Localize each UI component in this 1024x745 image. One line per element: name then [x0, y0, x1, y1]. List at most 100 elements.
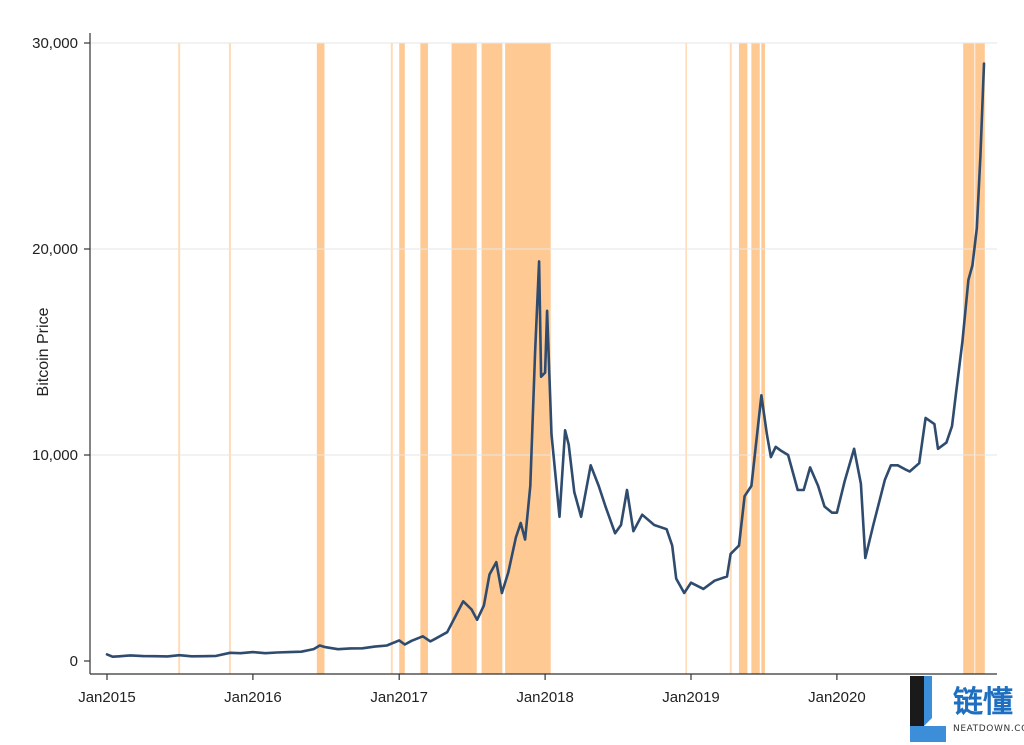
- series-point-111: [976, 227, 978, 229]
- series-point-71: [702, 588, 704, 590]
- series-point-95: [872, 524, 874, 526]
- logo-l-shape: [910, 676, 924, 742]
- series-point-27: [404, 643, 406, 646]
- series-point-4: [142, 655, 144, 657]
- series-point-25: [386, 644, 388, 647]
- watermark-logo: [910, 676, 946, 742]
- series-point-46: [534, 351, 536, 353]
- series-point-84: [797, 489, 799, 491]
- series-point-83: [787, 454, 789, 456]
- series-point-77: [750, 485, 752, 487]
- series-point-57: [590, 464, 592, 466]
- highlight-band-3: [390, 43, 393, 674]
- series-point-89: [831, 512, 833, 514]
- series-point-102: [925, 417, 927, 419]
- series-point-52: [558, 516, 561, 518]
- series-point-65: [653, 524, 655, 526]
- series-point-67: [671, 545, 673, 547]
- x-tick-label-4: Jan2019: [662, 689, 720, 706]
- series-point-79: [766, 433, 768, 435]
- series-point-42: [515, 536, 517, 539]
- highlight-band-12: [751, 43, 760, 674]
- series-point-56: [580, 516, 582, 518]
- series-point-32: [446, 631, 448, 633]
- series-point-91: [843, 481, 846, 483]
- series-point-58: [598, 485, 600, 487]
- series-point-85: [803, 489, 805, 491]
- series-point-26: [398, 639, 400, 642]
- series-point-40: [501, 592, 503, 594]
- series-point-97: [890, 464, 892, 466]
- series-point-6: [166, 655, 168, 657]
- series-point-34: [462, 600, 464, 602]
- logo-l-blue: [910, 726, 946, 742]
- series-point-98: [897, 464, 899, 466]
- series-point-103: [933, 423, 936, 425]
- series-point-28: [410, 640, 413, 642]
- series-point-14: [264, 652, 266, 654]
- watermark-subtitle: NEATDOWN.COM: [953, 724, 1024, 734]
- series-point-9: [203, 655, 205, 657]
- series-point-35: [470, 608, 473, 611]
- series-point-7: [178, 654, 180, 656]
- series-point-93: [860, 483, 862, 485]
- series-point-75: [738, 545, 740, 547]
- series-point-31: [434, 638, 436, 640]
- series-point-3: [129, 654, 132, 657]
- series-point-21: [337, 648, 339, 650]
- series-point-48: [540, 376, 542, 378]
- series-point-96: [884, 479, 886, 481]
- series-point-61: [620, 524, 622, 526]
- series-point-36: [476, 619, 478, 621]
- x-tick-label-0: Jan2015: [78, 689, 136, 706]
- series-point-39: [495, 561, 497, 563]
- highlight-periods: [178, 43, 985, 674]
- price-series: [105, 62, 986, 658]
- series-point-107: [955, 392, 957, 394]
- series-point-38: [488, 573, 491, 576]
- series-point-22: [349, 647, 352, 650]
- series-point-108: [961, 341, 964, 343]
- highlight-band-2: [316, 43, 325, 674]
- highlight-band-5: [420, 43, 428, 674]
- x-tick-label-5: Jan2020: [808, 689, 866, 706]
- gridlines: [90, 42, 997, 456]
- series-point-109: [967, 279, 970, 281]
- series-point-17: [300, 651, 302, 653]
- highlight-band-8: [505, 43, 551, 674]
- series-point-51: [550, 433, 553, 435]
- highlight-band-10: [729, 43, 732, 674]
- logo-l-accent: [924, 676, 932, 726]
- highlight-band-4: [399, 43, 405, 674]
- series-point-33: [456, 613, 458, 615]
- series-point-20: [325, 646, 327, 648]
- series-point-69: [683, 592, 685, 594]
- highlight-band-13: [761, 43, 765, 674]
- highlight-band-0: [178, 43, 181, 674]
- series-point-90: [836, 512, 838, 514]
- series-point-60: [614, 532, 616, 534]
- series-point-106: [951, 425, 953, 427]
- series-point-0: [106, 653, 108, 656]
- series-point-94: [864, 557, 866, 559]
- y-tick-label-2: 20,000: [32, 241, 78, 258]
- series-point-5: [154, 655, 156, 657]
- series-point-24: [374, 645, 376, 648]
- x-tick-label-1: Jan2016: [224, 689, 282, 706]
- series-point-104: [937, 448, 939, 450]
- series-point-99: [904, 468, 906, 471]
- series-point-8: [191, 655, 193, 657]
- series-point-73: [726, 575, 728, 578]
- series-point-76: [743, 495, 746, 497]
- series-point-62: [626, 489, 628, 491]
- series-point-88: [823, 505, 826, 508]
- series-point-49: [544, 372, 546, 374]
- series-point-68: [675, 578, 677, 580]
- highlight-band-15: [975, 43, 985, 674]
- highlight-band-14: [963, 43, 975, 674]
- watermark-title: 链懂: [953, 685, 1013, 720]
- series-point-105: [945, 442, 948, 444]
- highlight-band-9: [685, 43, 688, 674]
- series-point-47: [538, 260, 540, 262]
